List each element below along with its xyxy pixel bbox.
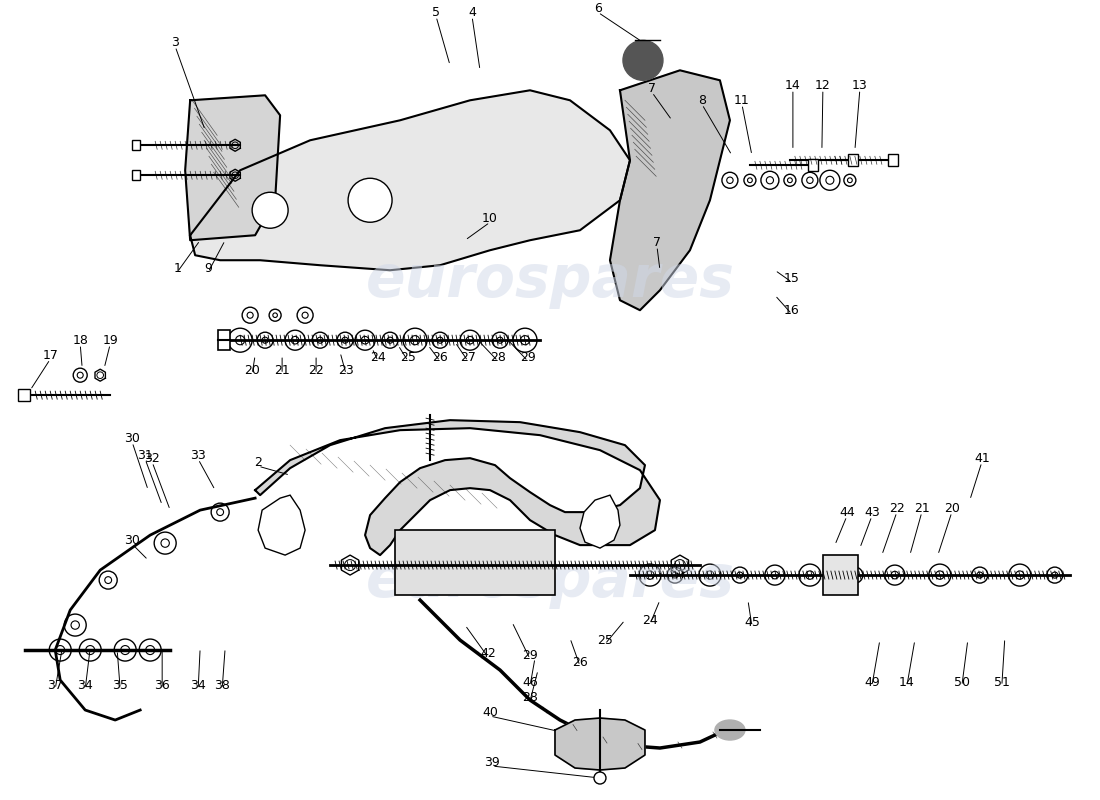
Text: 14: 14: [899, 675, 915, 689]
Polygon shape: [255, 420, 660, 555]
FancyBboxPatch shape: [132, 170, 140, 180]
Text: 28: 28: [491, 350, 506, 364]
Text: 19: 19: [102, 334, 118, 346]
Text: 25: 25: [400, 350, 416, 364]
Text: 28: 28: [522, 690, 538, 703]
Text: 24: 24: [642, 614, 658, 626]
Text: 33: 33: [190, 449, 206, 462]
Text: 46: 46: [522, 675, 538, 689]
FancyBboxPatch shape: [218, 330, 230, 350]
Text: 20: 20: [944, 502, 960, 514]
Ellipse shape: [715, 720, 745, 740]
Text: 36: 36: [154, 678, 170, 691]
Text: 39: 39: [484, 755, 499, 769]
FancyBboxPatch shape: [19, 389, 30, 401]
Polygon shape: [580, 495, 620, 548]
Text: 41: 41: [974, 452, 990, 465]
Polygon shape: [258, 495, 305, 555]
Text: 1: 1: [173, 262, 182, 274]
Text: 7: 7: [648, 82, 656, 95]
Text: 10: 10: [482, 212, 498, 225]
Polygon shape: [610, 70, 730, 310]
Text: 4: 4: [469, 6, 476, 19]
Text: 2: 2: [254, 456, 262, 469]
Text: 45: 45: [744, 615, 760, 629]
Circle shape: [594, 772, 606, 784]
FancyBboxPatch shape: [848, 154, 858, 166]
Text: 18: 18: [73, 334, 88, 346]
Text: 48: 48: [602, 735, 618, 749]
Text: 12: 12: [815, 79, 830, 92]
Text: 32: 32: [144, 452, 159, 465]
Text: 42: 42: [481, 646, 496, 659]
Text: 16: 16: [784, 304, 800, 317]
Text: 7: 7: [653, 236, 661, 249]
Text: 47: 47: [560, 735, 576, 749]
Text: 17: 17: [42, 349, 58, 362]
Polygon shape: [190, 90, 630, 270]
Polygon shape: [556, 718, 645, 770]
Text: 25: 25: [597, 634, 613, 646]
Text: 30: 30: [124, 534, 140, 546]
Text: 43: 43: [864, 506, 880, 518]
Text: 27: 27: [460, 350, 476, 364]
FancyBboxPatch shape: [395, 530, 556, 595]
Text: 6: 6: [594, 2, 602, 15]
Polygon shape: [185, 95, 280, 240]
Text: 5: 5: [432, 6, 440, 19]
Text: 20: 20: [244, 364, 260, 377]
Text: 26: 26: [572, 655, 587, 669]
Text: 51: 51: [994, 675, 1010, 689]
Text: 29: 29: [520, 350, 536, 364]
FancyBboxPatch shape: [807, 159, 818, 171]
Text: 30: 30: [124, 432, 140, 445]
Text: 24: 24: [371, 350, 386, 364]
Text: 35: 35: [112, 678, 128, 691]
Text: 9: 9: [205, 262, 212, 274]
Circle shape: [623, 40, 663, 80]
FancyBboxPatch shape: [888, 154, 898, 166]
Text: 31: 31: [138, 449, 153, 462]
Text: 21: 21: [914, 502, 929, 514]
Text: 22: 22: [889, 502, 904, 514]
Circle shape: [348, 178, 392, 222]
Text: 3: 3: [172, 36, 179, 49]
Text: 34: 34: [77, 678, 94, 691]
Text: 38: 38: [214, 678, 230, 691]
Text: 22: 22: [308, 364, 324, 377]
Text: 50: 50: [954, 675, 970, 689]
Text: 13: 13: [852, 79, 868, 92]
Text: 21: 21: [274, 364, 290, 377]
Text: 44: 44: [839, 506, 855, 518]
Text: 26: 26: [432, 350, 448, 364]
Text: 15: 15: [784, 272, 800, 285]
Text: 8: 8: [697, 94, 706, 106]
Text: 11: 11: [734, 94, 750, 106]
Text: 49: 49: [864, 675, 880, 689]
Circle shape: [252, 192, 288, 228]
Text: eurospares: eurospares: [365, 252, 735, 309]
Text: 37: 37: [47, 678, 63, 691]
Text: eurospares: eurospares: [365, 551, 735, 609]
Text: 29: 29: [522, 649, 538, 662]
Text: 23: 23: [338, 364, 354, 377]
Text: 34: 34: [190, 678, 206, 691]
FancyBboxPatch shape: [823, 555, 858, 595]
FancyBboxPatch shape: [132, 140, 140, 150]
Text: 40: 40: [482, 706, 498, 718]
Text: 14: 14: [785, 79, 801, 92]
